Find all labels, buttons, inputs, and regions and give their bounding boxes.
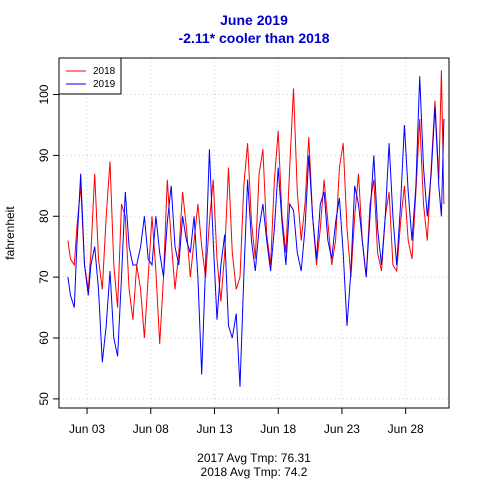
chart-title: June 2019 — [220, 12, 288, 28]
legend-label-2019: 2019 — [93, 79, 116, 90]
x-tick-label: Jun 08 — [133, 422, 169, 436]
y-tick-label: 80 — [37, 209, 51, 223]
y-tick-label: 60 — [37, 331, 51, 345]
x-axis: Jun 03 Jun 08 Jun 13 Jun 18 Jun 23 Jun 28 — [69, 408, 424, 436]
note-2018-avg: 2018 Avg Tmp: 74.2 — [201, 465, 308, 479]
legend: 2018 2019 — [58, 57, 122, 95]
y-tick-label: 70 — [37, 270, 51, 284]
legend-box — [58, 57, 122, 95]
x-tick-label: Jun 23 — [324, 422, 360, 436]
note-2017-avg: 2017 Avg Tmp: 76.31 — [197, 451, 311, 465]
y-axis: 50 60 70 80 90 100 — [37, 84, 59, 406]
series-lines — [67, 70, 445, 387]
x-tick-label: Jun 13 — [196, 422, 232, 436]
x-tick-label: Jun 03 — [69, 422, 105, 436]
legend-label-2018: 2018 — [93, 66, 116, 77]
plot-frame — [58, 57, 450, 409]
y-tick-label: 90 — [37, 148, 51, 162]
y-axis-label: fahrenheit — [3, 206, 17, 260]
x-tick-label: Jun 28 — [388, 422, 424, 436]
series-line-2019 — [67, 76, 445, 387]
chart-subtitle: -2.11* cooler than 2018 — [179, 30, 330, 46]
y-tick-label: 50 — [37, 392, 51, 406]
x-tick-label: Jun 18 — [260, 422, 296, 436]
y-tick-label: 100 — [37, 84, 51, 104]
